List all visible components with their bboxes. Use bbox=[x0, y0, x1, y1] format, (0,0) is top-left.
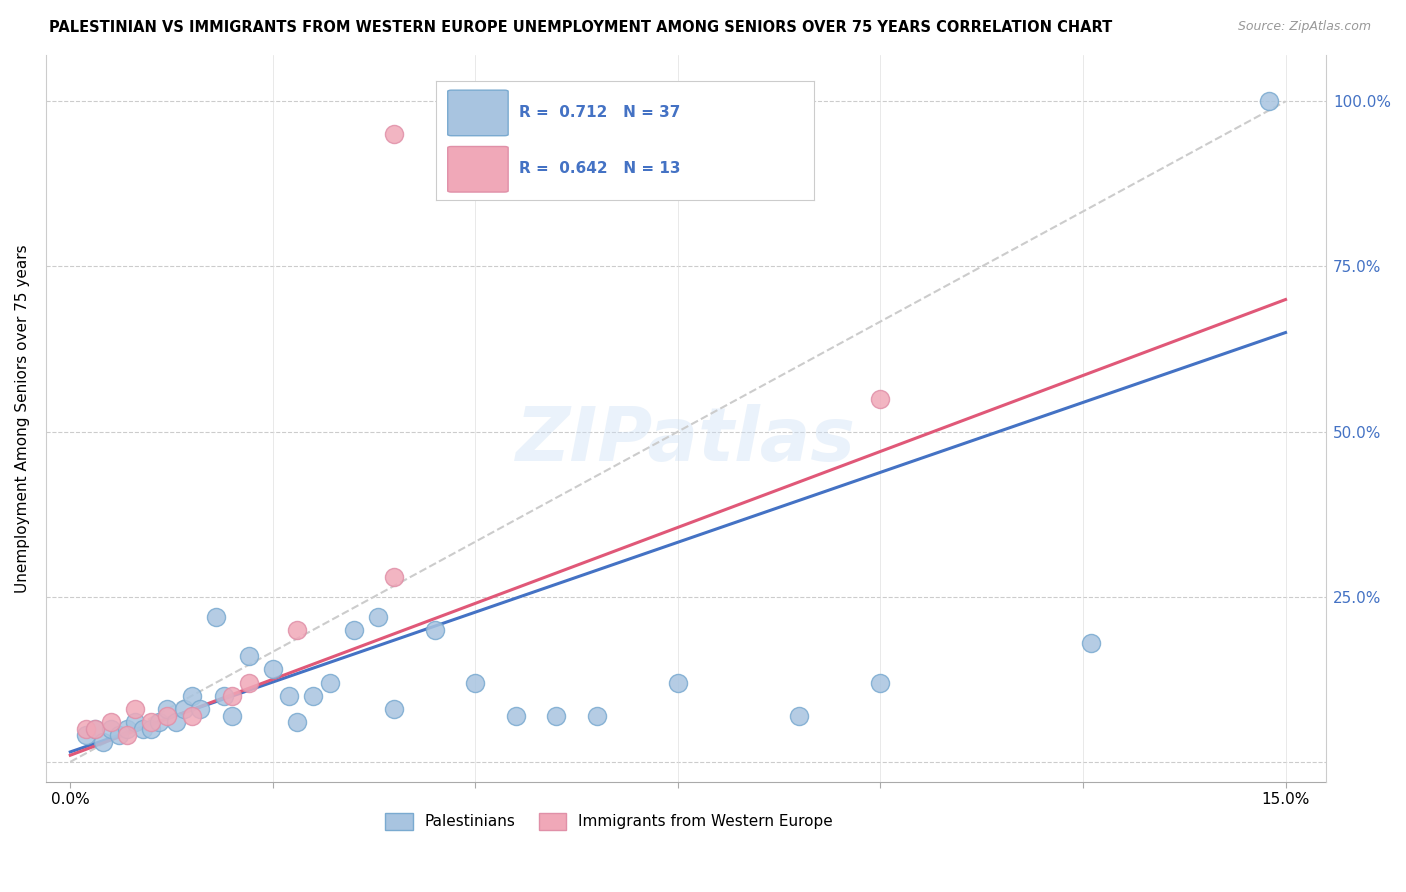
Point bbox=[212, 689, 235, 703]
Point bbox=[132, 722, 155, 736]
Point bbox=[83, 722, 105, 736]
Point bbox=[141, 722, 163, 736]
Point bbox=[115, 722, 138, 736]
Point bbox=[124, 715, 146, 730]
Point bbox=[141, 715, 163, 730]
Point bbox=[148, 715, 170, 730]
Point bbox=[666, 675, 689, 690]
Point bbox=[124, 702, 146, 716]
Point bbox=[238, 649, 260, 664]
Point bbox=[318, 675, 340, 690]
Point bbox=[221, 689, 243, 703]
Point bbox=[100, 722, 122, 736]
Point bbox=[156, 702, 179, 716]
Point bbox=[869, 392, 891, 406]
Text: PALESTINIAN VS IMMIGRANTS FROM WESTERN EUROPE UNEMPLOYMENT AMONG SENIORS OVER 75: PALESTINIAN VS IMMIGRANTS FROM WESTERN E… bbox=[49, 20, 1112, 35]
Point bbox=[91, 735, 114, 749]
Point bbox=[238, 675, 260, 690]
Point bbox=[382, 128, 405, 142]
Point bbox=[789, 708, 811, 723]
Point bbox=[1080, 636, 1102, 650]
Point bbox=[173, 702, 195, 716]
Point bbox=[165, 715, 187, 730]
Point bbox=[285, 623, 308, 637]
Point bbox=[76, 722, 98, 736]
Point bbox=[423, 623, 446, 637]
Point bbox=[1258, 95, 1281, 109]
Legend: Palestinians, Immigrants from Western Europe: Palestinians, Immigrants from Western Eu… bbox=[380, 807, 839, 836]
Point bbox=[546, 708, 568, 723]
Point bbox=[382, 702, 405, 716]
Point bbox=[278, 689, 301, 703]
Point bbox=[205, 609, 228, 624]
Point bbox=[83, 722, 105, 736]
Point bbox=[262, 662, 284, 676]
Point bbox=[367, 609, 389, 624]
Point bbox=[100, 715, 122, 730]
Y-axis label: Unemployment Among Seniors over 75 years: Unemployment Among Seniors over 75 years bbox=[15, 244, 30, 592]
Point bbox=[586, 708, 609, 723]
Point bbox=[285, 715, 308, 730]
Point bbox=[76, 728, 98, 742]
Point bbox=[343, 623, 366, 637]
Point bbox=[505, 708, 527, 723]
Point bbox=[464, 675, 486, 690]
Point bbox=[115, 728, 138, 742]
Point bbox=[382, 570, 405, 584]
Text: ZIPatlas: ZIPatlas bbox=[516, 404, 856, 476]
Point bbox=[188, 702, 211, 716]
Point bbox=[108, 728, 131, 742]
Text: Source: ZipAtlas.com: Source: ZipAtlas.com bbox=[1237, 20, 1371, 33]
Point bbox=[180, 708, 202, 723]
Point bbox=[156, 708, 179, 723]
Point bbox=[302, 689, 325, 703]
Point bbox=[869, 675, 891, 690]
Point bbox=[180, 689, 202, 703]
Point bbox=[221, 708, 243, 723]
